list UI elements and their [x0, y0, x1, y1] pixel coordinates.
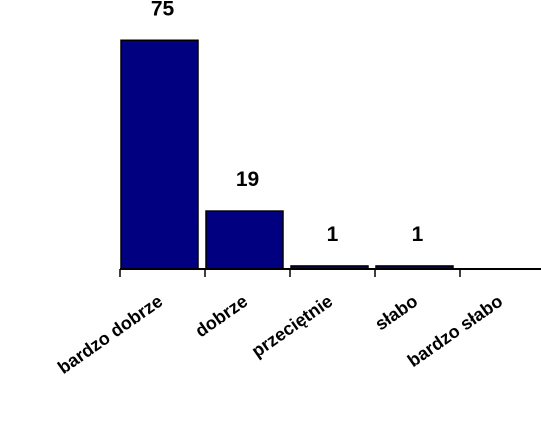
data-label-bardzo-dobrze: 75: [151, 0, 175, 20]
bar-bardzo-dobrze: [120, 39, 199, 270]
data-labels-group: 75 19 1 1: [151, 0, 424, 246]
data-label-przecietnie: 1: [327, 223, 339, 246]
x-tick-label-bardzo-slabo: bardzo słabo: [404, 291, 506, 371]
bar-dobrze: [205, 210, 284, 270]
x-axis-ticks: [119, 269, 461, 277]
data-label-dobrze: 19: [236, 168, 259, 191]
bars-group: [120, 39, 454, 270]
data-label-slabo: 1: [412, 223, 424, 246]
x-tick-label-bardzo-dobrze: bardzo dobrze: [54, 291, 166, 378]
x-tick-label-przecietnie: przeciętnie: [248, 291, 337, 361]
x-tick-label-dobrze: dobrze: [191, 291, 251, 341]
x-tick-label-slabo: słabo: [371, 291, 421, 334]
